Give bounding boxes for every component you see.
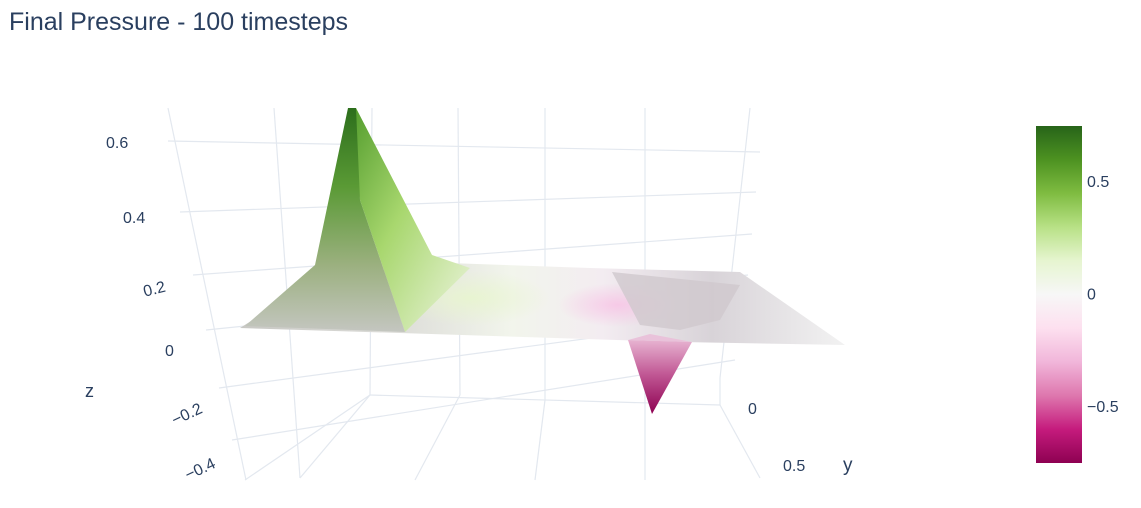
y-tick-label: 0.5 xyxy=(783,458,805,475)
y-axis-title: y xyxy=(843,455,853,476)
z-tick-label: −0.2 xyxy=(169,400,205,429)
colorbar-tick-label: 0.5 xyxy=(1087,174,1109,191)
z-tick-label: 0 xyxy=(165,343,174,360)
colorbar-tick-label: 0 xyxy=(1087,287,1096,304)
y-tick-label: 0 xyxy=(748,401,757,418)
z-axis-title: z xyxy=(85,381,94,401)
back-grid-line xyxy=(457,107,461,396)
floor-grid-line xyxy=(534,399,546,481)
floor-grid-line xyxy=(719,404,761,479)
back-grid-line xyxy=(167,107,247,481)
floor-grid-line xyxy=(299,394,371,479)
colorbar: 0.5 0 −0.5 xyxy=(1036,126,1119,463)
chart-title: Final Pressure - 100 timesteps xyxy=(9,8,349,36)
colorbar-bar xyxy=(1036,126,1082,463)
trough-back xyxy=(628,334,692,342)
back-grid-line xyxy=(167,140,761,153)
back-grid-line xyxy=(192,233,753,276)
floor-grid-line xyxy=(414,394,461,481)
floor-grid-line xyxy=(244,394,371,481)
trough-rim xyxy=(612,272,740,330)
z-tick-label: 0.4 xyxy=(123,210,145,227)
colorbar-tick-label: −0.5 xyxy=(1087,399,1119,416)
pressure-surface[interactable] xyxy=(240,108,845,414)
z-tick-label: 0.2 xyxy=(142,279,168,301)
z-tick-label: −0.4 xyxy=(182,455,218,484)
peak-right-face xyxy=(348,108,470,332)
trough-front xyxy=(628,340,692,414)
z-tick-label: 0.6 xyxy=(106,135,128,152)
colorbar-ticks: 0.5 0 −0.5 xyxy=(1087,174,1119,416)
back-grid-line xyxy=(179,191,757,213)
peak-left-face xyxy=(245,108,405,332)
